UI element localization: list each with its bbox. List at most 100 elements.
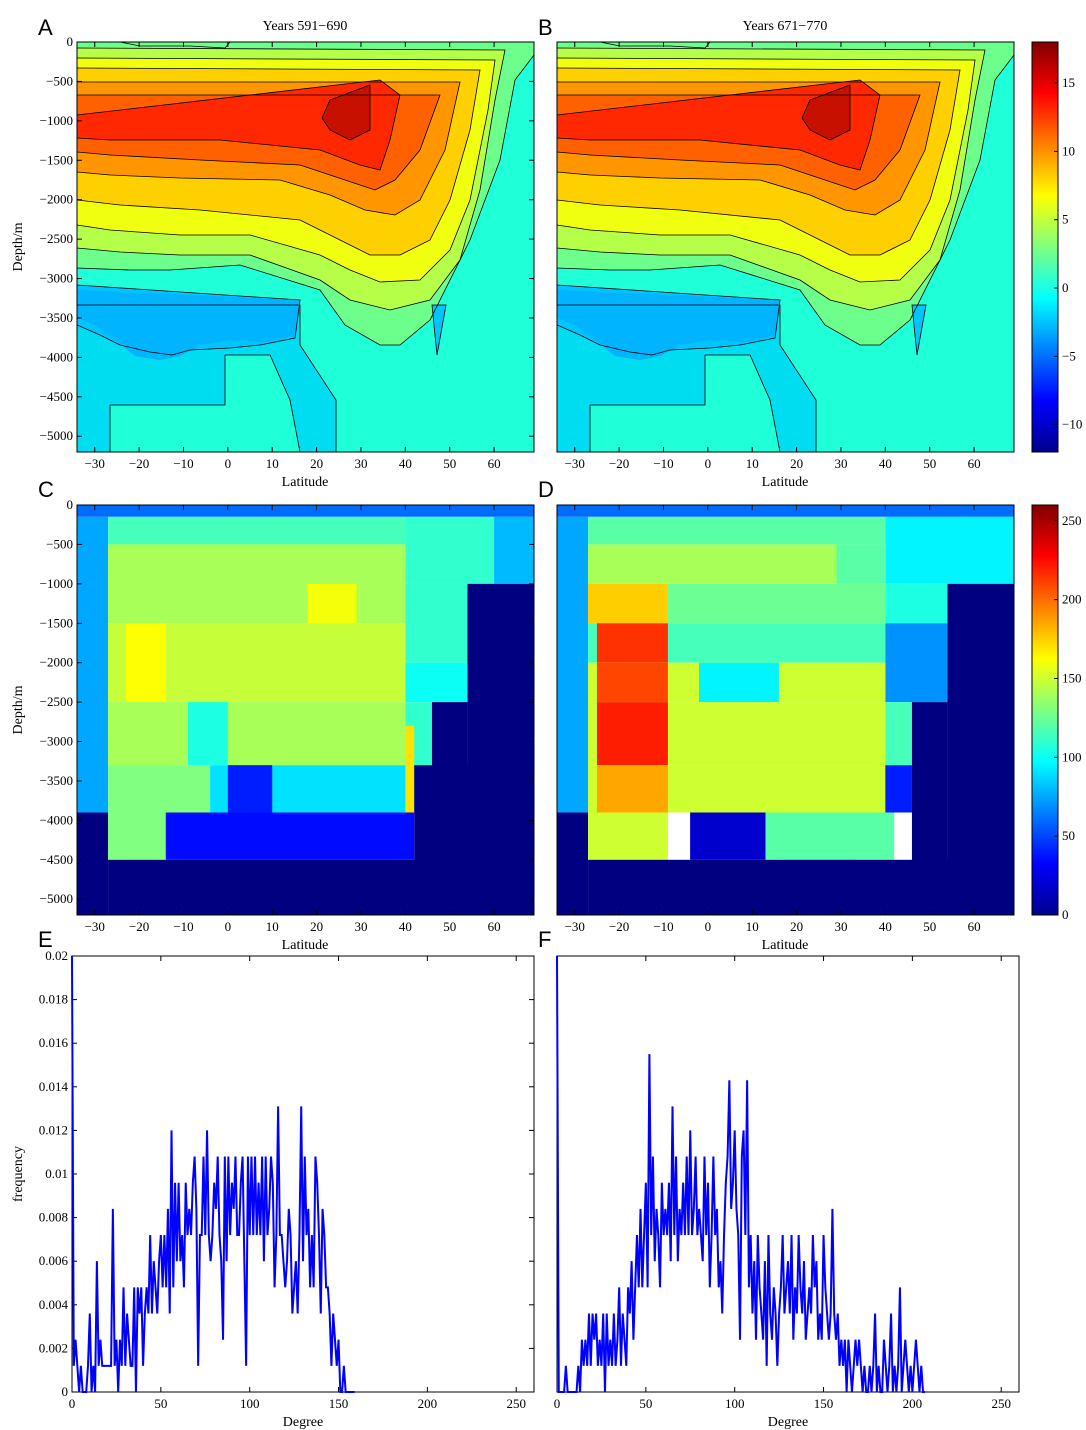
- panel-c: −30 −20 −10 0 10 20 30 40 50 60 0 −500 −1000 −1500 −20…: [11, 477, 535, 953]
- panel-a-xtick-label: −20: [129, 456, 149, 471]
- panel-e-ytick-label: 0.016: [39, 1035, 69, 1050]
- panel-d-colorbar-tick-label: 50: [1062, 828, 1075, 843]
- panel-d-heat-cell: [765, 812, 895, 860]
- panel-d-axes-frame: [556, 504, 1015, 916]
- panel-c-xtick-label: 10: [266, 919, 279, 934]
- panel-c-heat-cell: [108, 516, 406, 545]
- panel-d-heat-cell: [596, 765, 668, 813]
- panel-d-heat-cell: [588, 812, 668, 860]
- panel-e-ytick-label: 0.008: [39, 1210, 68, 1225]
- panel-e-ytick-label: 0.012: [39, 1122, 68, 1137]
- panel-d-heat-cell: [588, 583, 668, 624]
- panel-f-xtick-label: 250: [991, 1396, 1011, 1411]
- panel-b-title: Years 671−770: [743, 19, 828, 34]
- panel-b-xtick-label: −30: [565, 456, 585, 471]
- panel-c-heat-cell: [405, 516, 495, 584]
- panel-c-xtick-label: 50: [443, 919, 456, 934]
- panel-c-heat-cell: [108, 812, 166, 860]
- panel-c-ylabel: Depth/m: [11, 685, 26, 734]
- panel-a-ytick-label: −3000: [40, 271, 73, 286]
- panel-a-ytick-label: −2500: [40, 231, 73, 246]
- panel-e-xtick-label: 50: [154, 1396, 167, 1411]
- panel-d-xtick-label: −10: [653, 919, 673, 934]
- panel-c-heat-cell: [108, 544, 406, 624]
- panel-e-xtick-label: 250: [506, 1396, 526, 1411]
- panel-d-colorbar: [1031, 504, 1059, 916]
- panel-d-heat-cell: [596, 623, 668, 663]
- panel-d: −30 −20 −10 0 10 20 30 40 50 60 D Latitude 250 200…: [538, 477, 1082, 953]
- panel-d-xlabel: Latitude: [762, 938, 809, 953]
- panel-b-colorbar-tick-label: 0: [1062, 280, 1069, 295]
- panel-d-colorbar-tick-label: 0: [1062, 907, 1069, 922]
- panel-c-ytick-label: −500: [46, 536, 73, 551]
- panel-e-ytick-label: 0.018: [39, 992, 68, 1007]
- panel-b-xtick-label: 50: [923, 456, 936, 471]
- panel-c-heat-cell: [125, 623, 166, 703]
- panel-a-xtick-label: −30: [85, 456, 105, 471]
- panel-a-ytick-label: −500: [46, 73, 73, 88]
- panel-d-heatmap: [557, 505, 1014, 915]
- panel-d-colorbar-tick-label: 250: [1062, 513, 1082, 528]
- panel-c-heatmap: [77, 505, 534, 915]
- panel-c-xtick-label: 20: [310, 919, 323, 934]
- panel-c-heat-cell: [165, 812, 415, 860]
- panel-a-ytick-label: −1500: [40, 152, 73, 167]
- panel-c-ytick-label: 0: [67, 497, 74, 512]
- panel-a-title: Years 591−690: [263, 19, 348, 34]
- panel-d-colorbar-tick-label: 100: [1062, 749, 1082, 764]
- panel-c-heat-cell: [187, 702, 228, 766]
- panel-d-label: D: [538, 477, 554, 502]
- panel-a-xtick-label: 0: [225, 456, 232, 471]
- panel-a-ytick-label: 0: [67, 34, 74, 49]
- panel-b-xlabel: Latitude: [762, 475, 809, 490]
- panel-c-ytick-label: −3000: [40, 734, 73, 749]
- panel-d-heat-cell: [588, 544, 837, 584]
- panel-e-xtick-label: 200: [418, 1396, 438, 1411]
- panel-a-ytick-label: −4000: [40, 349, 73, 364]
- panel-a-ytick-label: −4500: [40, 389, 73, 404]
- panel-c-heat-cell: [227, 765, 273, 813]
- panel-b-xtick-label: 40: [879, 456, 892, 471]
- panel-b-colorbar-tick-label: 10: [1062, 143, 1075, 158]
- panel-b-xtick-label: 60: [968, 456, 981, 471]
- panel-b-colorbar-tick-label: 15: [1062, 75, 1075, 90]
- panel-f-xtick-label: 50: [639, 1396, 652, 1411]
- panel-f-xlabel: Degree: [768, 1415, 808, 1430]
- panel-b-xtick-label: −20: [609, 456, 629, 471]
- panel-d-heat-cell: [557, 812, 589, 915]
- panel-e-series-line: [71, 955, 355, 1393]
- panel-f-xtick-label: 150: [814, 1396, 834, 1411]
- panel-d-colorbar-tick-label: 200: [1062, 592, 1082, 607]
- panel-b-colorbar-ticks: 15 10 5 0 −5 −10: [1054, 75, 1082, 432]
- panel-e-xtick-label: 150: [329, 1396, 349, 1411]
- panel-d-colorbar-tick-label: 150: [1062, 670, 1082, 685]
- panel-a-xtick-label: 30: [354, 456, 367, 471]
- panel-c-heat-cell: [405, 583, 468, 663]
- panel-c-axes-frame: [76, 504, 535, 916]
- panel-b-xtick-label: −10: [653, 456, 673, 471]
- panel-d-xtick-label: 60: [968, 919, 981, 934]
- panel-e-ytick-label: 0.01: [45, 1166, 68, 1181]
- panel-d-heat-cell: [885, 623, 948, 703]
- panel-c-ytick-label: −5000: [40, 891, 73, 906]
- panel-d-ticks: −30 −20 −10 0 10 20 30 40 50 60: [565, 505, 981, 934]
- panel-e-xtick-label: 0: [69, 1396, 76, 1411]
- panel-d-heat-cell: [885, 516, 1014, 584]
- panel-c-ticks: −30 −20 −10 0 10 20 30 40 50 60 0 −500 −1000 −1500 −20…: [40, 497, 534, 934]
- panel-c-heat-cell: [77, 516, 109, 813]
- panel-d-heat-cell: [698, 662, 779, 703]
- panel-d-xtick-label: 20: [790, 919, 803, 934]
- panel-a-axes-frame: [76, 41, 535, 453]
- panel-d-heat-cell: [667, 583, 886, 624]
- panel-b-axes-frame: [556, 41, 1015, 453]
- panel-a-xtick-label: 60: [488, 456, 501, 471]
- panel-a-ytick-label: −2000: [40, 192, 73, 207]
- panel-c-ytick-label: −2000: [40, 655, 73, 670]
- panel-d-heat-cell: [596, 662, 668, 703]
- panel-b: −30 −20 −10 0 10 20 30 40 50 60 B Years 671−770 L…: [538, 15, 1082, 490]
- panel-f-series-line: [556, 955, 925, 1393]
- panel-c-xtick-label: 30: [354, 919, 367, 934]
- panel-c-xtick-label: 40: [399, 919, 412, 934]
- panel-a-ytick-label: −5000: [40, 428, 73, 443]
